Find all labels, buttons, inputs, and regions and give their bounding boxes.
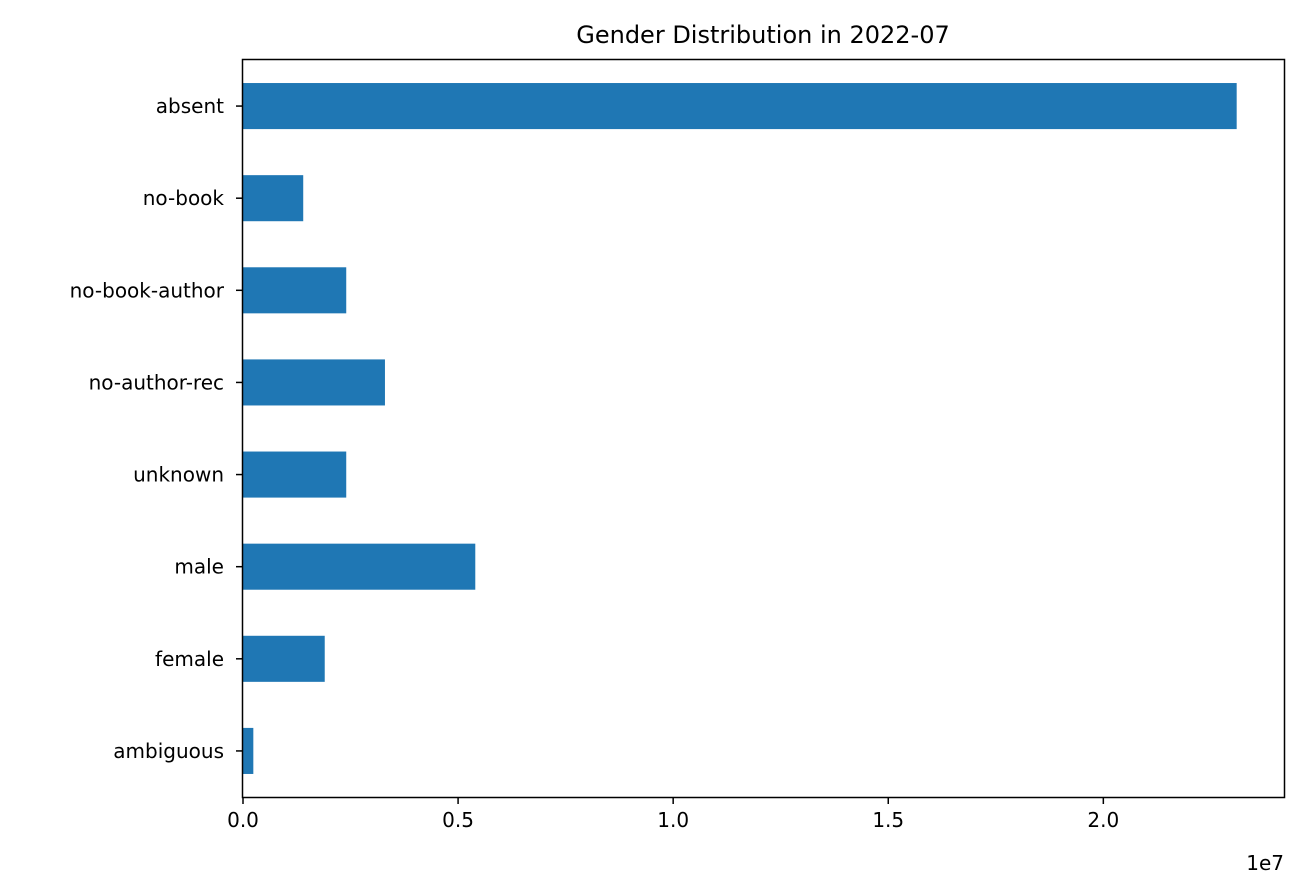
x-tick-label: 1.5 bbox=[872, 808, 904, 832]
bar-unknown bbox=[243, 451, 347, 498]
x-tick-label: 0.0 bbox=[227, 808, 259, 832]
y-tick-label: absent bbox=[156, 94, 224, 118]
y-tick-label: ambiguous bbox=[113, 739, 224, 763]
x-tick-label: 0.5 bbox=[442, 808, 474, 832]
bar-no-author-rec bbox=[243, 359, 385, 406]
x-axis-offset-label: 1e7 bbox=[1246, 851, 1284, 875]
x-axis-ticks: 0.0 0.5 1.0 1.5 2.0 bbox=[227, 797, 1119, 832]
bar-no-book-author bbox=[243, 267, 347, 314]
bars-group bbox=[243, 83, 1237, 774]
bar-male bbox=[243, 543, 476, 590]
y-tick-label: female bbox=[155, 647, 224, 671]
x-tick-label: 1.0 bbox=[657, 808, 689, 832]
bar-ambiguous bbox=[243, 727, 254, 774]
y-tick-label: male bbox=[174, 555, 224, 579]
y-axis-ticks: absent no-book no-book-author no-author-rec… bbox=[70, 94, 243, 763]
bar-female bbox=[243, 635, 325, 682]
y-tick-label: unknown bbox=[133, 463, 224, 487]
bar-no-book bbox=[243, 175, 304, 222]
y-tick-label: no-book-author bbox=[70, 278, 225, 302]
chart-title: Gender Distribution in 2022-07 bbox=[576, 21, 950, 49]
y-tick-label: no-book bbox=[143, 186, 225, 210]
x-tick-label: 2.0 bbox=[1087, 808, 1119, 832]
y-tick-label: no-author-rec bbox=[89, 370, 224, 394]
axes-frame bbox=[241, 58, 1286, 799]
bar-absent bbox=[243, 83, 1237, 130]
